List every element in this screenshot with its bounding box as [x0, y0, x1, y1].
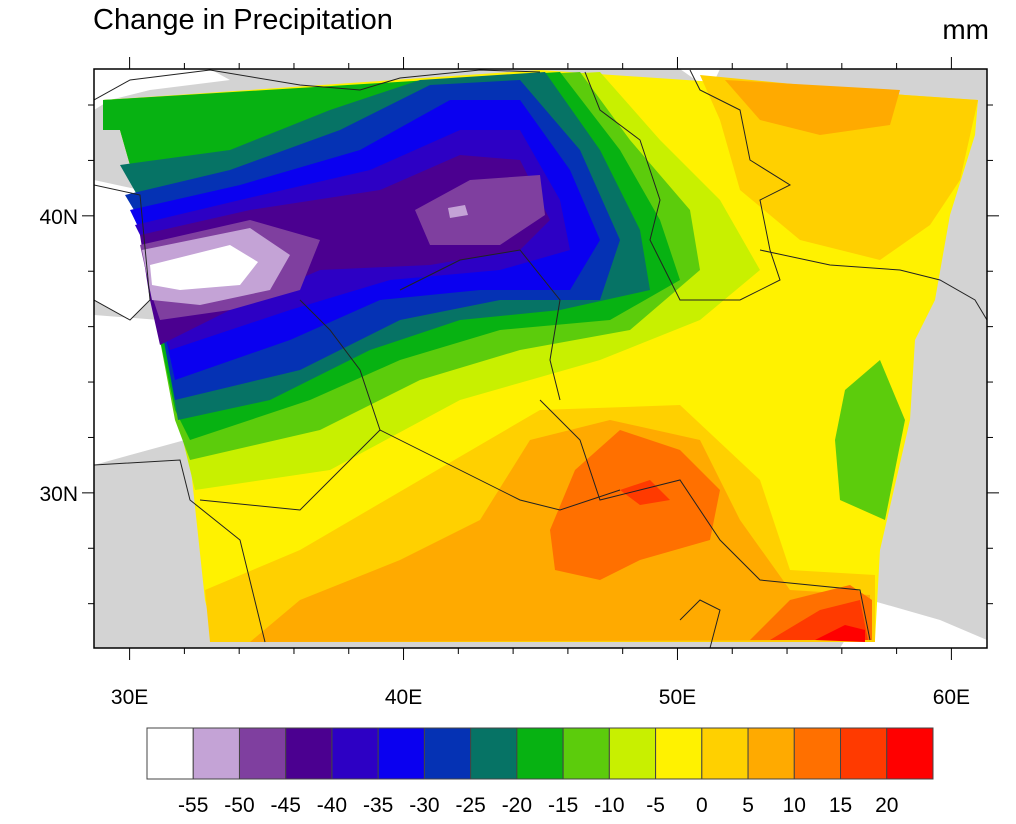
- colorbar-box: [285, 727, 333, 780]
- colorbar-label: -10: [594, 794, 624, 817]
- colorbar-box: [423, 727, 472, 780]
- colorbar-label: 20: [875, 794, 898, 817]
- lon-tick-label: 60E: [933, 686, 970, 709]
- colorbar-label: 0: [696, 794, 708, 817]
- colorbar-label: -20: [502, 794, 532, 817]
- colorbar-label: 10: [783, 794, 806, 817]
- map-area: [94, 69, 987, 648]
- colorbar-box: [840, 727, 888, 780]
- black-sea: [94, 69, 230, 110]
- contour-15-20: [620, 480, 670, 505]
- axis-ticks: 30E 40E 50E 60E 30N 40N: [39, 57, 999, 709]
- colorbar-box: [608, 727, 657, 780]
- colorbar: -55 -50 -45 -40 -35 -30 -25 -20 -15 -10 -5 0 5 10 15 20: [146, 727, 934, 817]
- colorbar-box: [655, 727, 703, 780]
- lon-tick-label: 50E: [659, 686, 696, 709]
- map-frame: [93, 68, 988, 649]
- contour-10-15: [550, 430, 720, 580]
- colorbar-label: 5: [742, 794, 754, 817]
- map-title: Change in Precipitation: [93, 4, 393, 36]
- colorbar-label: -5: [646, 794, 665, 817]
- contour-neg10-neg5-e: [835, 360, 905, 520]
- contour-5-10-ne: [725, 80, 900, 135]
- colorbar-label: -55: [178, 794, 208, 817]
- colorbar-label: -50: [224, 794, 254, 817]
- colorbar-label: -15: [548, 794, 578, 817]
- colorbar-box: [470, 727, 518, 780]
- colorbar-label: -40: [317, 794, 347, 817]
- colorbar-box: [886, 727, 934, 780]
- contour-gt20: [815, 625, 865, 642]
- contour-lt-neg55: [150, 245, 258, 290]
- colorbar-box: [192, 727, 240, 780]
- colorbar-box: [238, 727, 287, 780]
- colorbar-box: [562, 727, 610, 780]
- colorbar-label: 15: [829, 794, 852, 817]
- units-label: mm: [942, 14, 989, 45]
- colorbar-box: [331, 727, 379, 780]
- lon-tick-label: 40E: [385, 686, 422, 709]
- lon-tick-label: 30E: [111, 686, 148, 709]
- colorbar-label: -30: [409, 794, 439, 817]
- coastlines: [94, 69, 987, 648]
- arabian-sea: [840, 600, 987, 648]
- lat-tick-label: 30N: [39, 483, 78, 506]
- colorbar-label: -25: [455, 794, 485, 817]
- colorbar-box: [701, 727, 749, 780]
- colorbar-label: -35: [363, 794, 393, 817]
- lat-tick-label: 40N: [39, 206, 78, 229]
- colorbar-box: [747, 727, 795, 780]
- colorbar-box: [377, 727, 425, 780]
- colorbar-box: [793, 727, 842, 780]
- mediterranean-sea: [94, 180, 185, 465]
- colorbar-box: [146, 727, 194, 780]
- colorbar-label: -45: [271, 794, 301, 817]
- colorbar-box: [516, 727, 564, 780]
